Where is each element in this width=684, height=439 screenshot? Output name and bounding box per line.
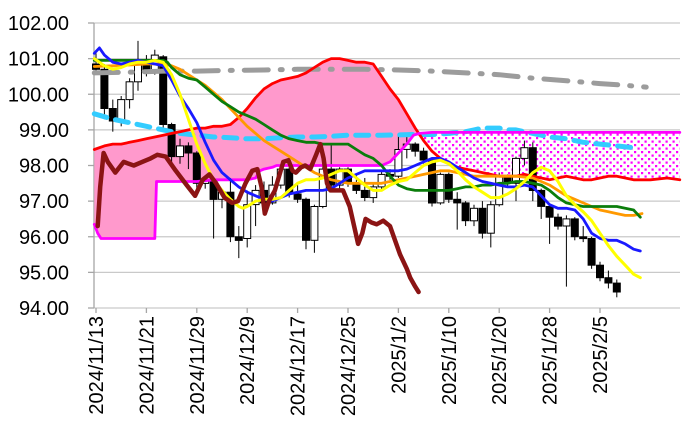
x-axis-date-label: 2024/11/21 [136,316,158,415]
green-line [92,59,642,219]
candlestick-up [436,172,445,205]
candlestick-down [579,226,588,243]
yellow-line [92,57,642,280]
candlestick-up [125,78,134,109]
y-axis-label: 96.00 [19,227,69,249]
ichimoku-cloud-bullish [94,58,417,239]
x-axis-date-label: 2024/12/25 [338,316,360,416]
gray-dashdot-line [91,66,649,90]
candlestick-down [461,201,470,227]
candlestick-down [587,236,596,269]
y-axis-label: 102.00 [8,13,69,35]
x-axis-date-label: 2024/12/17 [288,316,310,416]
candlestick-up [520,140,529,166]
candlestick-down [604,270,613,289]
candlestick-up [470,204,478,227]
candlestick-up [369,183,378,203]
candlestick-up [495,172,504,207]
y-axis-label: 97.00 [19,191,69,213]
candlestick-down [570,217,579,241]
y-axis-label: 100.00 [8,84,69,106]
x-axis-date-label: 2024/11/29 [187,316,209,415]
x-axis-date-label: 2025/2/5 [590,316,612,394]
candlestick-down [428,158,436,207]
x-axis-date-label: 2025/1/28 [540,316,562,405]
dark-red-line [95,141,421,295]
x-axis-date-label: 2025/1/20 [489,316,511,405]
candlestick-up [243,190,252,248]
candlestick-down [411,142,420,157]
y-axis-label: 98.00 [19,156,69,178]
candlestick-down [108,99,117,132]
y-axis-label: 101.00 [8,49,69,71]
candlestick-down [444,172,453,203]
candlestick-down [545,204,554,244]
candlestick-up [310,204,319,253]
candlestick-down [478,201,487,239]
candlestick-down [192,151,201,191]
magenta-line [92,131,682,240]
candlestick-down [234,226,243,259]
candlestick-up [512,156,520,202]
candlestick-up [176,138,184,164]
candlestick-down [302,197,310,250]
y-axis-label: 94.00 [19,298,69,320]
candlestick-down [226,177,235,243]
candlestick-down [293,185,302,203]
candlestick-up [562,215,571,287]
candlestick-down [453,192,462,230]
candlestick-down [554,213,562,230]
blue-line [92,46,642,253]
candlestick-down [360,177,369,202]
x-axis-date-label: 2024/12/9 [237,316,259,405]
candlestick-down [612,279,621,298]
y-axis-label: 95.00 [19,262,69,284]
ichimoku-cloud-bearish [416,130,680,180]
candlestick-down [596,261,604,282]
x-axis-date-label: 2024/11/13 [86,316,108,415]
candlestick-up [486,201,495,248]
x-axis-date-label: 2025/1/10 [439,316,461,405]
y-axis-label: 99.00 [19,120,69,142]
candlestick-down [184,142,193,170]
candlestick-up [251,185,260,227]
x-axis-date-label: 2025/1/2 [388,316,410,394]
red-line [92,57,682,182]
candlestick-up [377,170,386,191]
